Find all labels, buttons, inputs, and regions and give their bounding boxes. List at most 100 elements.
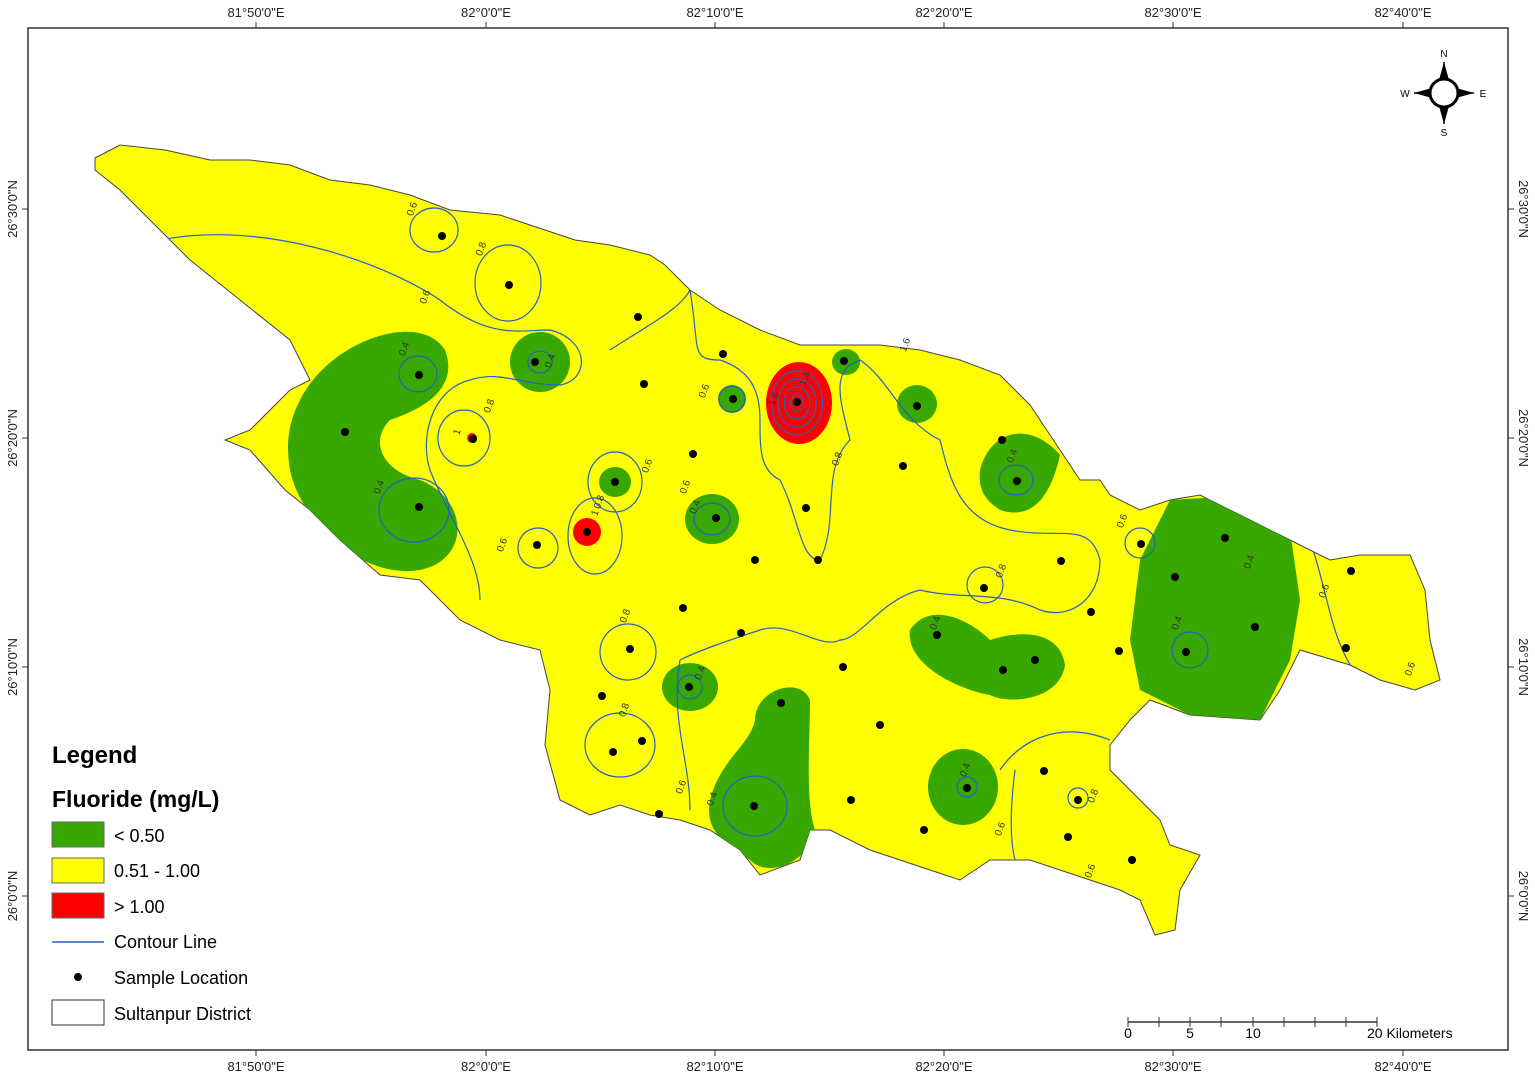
x-tick-label: 82°10'0"E [686, 1059, 743, 1074]
contour-label: 0.4 [928, 614, 943, 631]
zone-low [928, 749, 998, 825]
contour-label: 0.4 [693, 664, 708, 681]
contour-label: 0.8 [617, 701, 632, 718]
sample-point [899, 462, 907, 470]
contour-line [677, 674, 703, 700]
sample-point [840, 357, 848, 365]
zone-low [709, 687, 815, 869]
legend-label: > 1.00 [114, 897, 165, 917]
contour-line [676, 659, 691, 811]
sample-point [1347, 567, 1355, 575]
sample-point [679, 604, 687, 612]
sample-point [802, 504, 810, 512]
sample-point [876, 721, 884, 729]
contour-line [693, 502, 731, 536]
contour-label: 1 [452, 427, 464, 436]
scale-label: 20 Kilometers [1367, 1025, 1453, 1041]
zone-low [979, 433, 1060, 513]
contour-line [783, 386, 811, 420]
contour-label: 0.4 [397, 340, 412, 357]
contour-label: 0.4 [372, 478, 387, 495]
sample-point [751, 556, 759, 564]
sample-point [533, 541, 541, 549]
sample-point [814, 556, 822, 564]
contour-line [1171, 631, 1209, 669]
legend-label: Sultanpur District [114, 1004, 251, 1024]
contour-line [789, 394, 804, 412]
contour-label: 0.6 [697, 382, 712, 399]
zone-low [685, 494, 739, 544]
compass-w: W [1400, 89, 1410, 100]
sample-point [415, 503, 423, 511]
contour-line [777, 378, 817, 428]
contour-line [474, 244, 542, 322]
y-tick-label: 26°10'0"N [1516, 638, 1531, 696]
sample-point [963, 784, 971, 792]
contour-label: 0.8 [474, 240, 489, 257]
x-tick-label: 81°50'0"E [227, 5, 284, 20]
contour-line [998, 464, 1034, 496]
sample-point [839, 663, 847, 671]
contour-line [770, 370, 824, 436]
x-tick-label: 82°40'0"E [1374, 1059, 1431, 1074]
contour-label: 0.4 [705, 790, 720, 807]
contour-line [722, 775, 788, 837]
contour-line [718, 385, 746, 413]
contour-label: 0.8 [830, 450, 845, 467]
contour-label: 0.4 [1242, 553, 1257, 570]
contour-line [398, 355, 438, 393]
y-tick-label: 26°30'0"N [5, 180, 20, 238]
sample-point [689, 450, 697, 458]
contour-line [587, 451, 643, 513]
legend-swatch [51, 999, 105, 1026]
x-tick-label: 82°30'0"E [1144, 1059, 1201, 1074]
contour-label: 0.6 [674, 778, 689, 795]
sample-point [634, 313, 642, 321]
sample-point [712, 514, 720, 522]
x-tick-label: 82°20'0"E [915, 5, 972, 20]
y-tick-label: 26°20'0"N [1516, 409, 1531, 467]
sample-point [998, 436, 1006, 444]
y-tick-label: 26°10'0"N [5, 638, 20, 696]
legend-title: Legend [52, 742, 137, 769]
scale-label: 0 [1124, 1025, 1132, 1041]
sample-point [655, 810, 663, 818]
contour-line [956, 776, 978, 798]
contour-line [1067, 787, 1089, 809]
contour-label: 0.8 [1086, 787, 1101, 804]
contour-line [517, 527, 559, 569]
contour-label: 0.4 [958, 761, 973, 778]
y-tick-label: 26°20'0"N [5, 409, 20, 467]
x-tick-label: 82°40'0"E [1374, 5, 1431, 20]
sample-point [913, 402, 921, 410]
sample-point [1064, 833, 1072, 841]
contour-line [609, 288, 1101, 661]
legend-point [74, 973, 82, 981]
compass-ring [1428, 77, 1460, 109]
y-tick-label: 26°0'0"N [5, 871, 20, 922]
sample-point [438, 232, 446, 240]
legend-label: Contour Line [114, 932, 217, 952]
sample-point [1342, 644, 1350, 652]
sample-point [505, 281, 513, 289]
contour-label: 0.8 [618, 607, 633, 624]
sample-point [1057, 557, 1065, 565]
contour-line [159, 234, 582, 601]
contour-label: 0.6 [418, 288, 433, 305]
x-tick-label: 82°0'0"E [461, 1059, 511, 1074]
contour-line [437, 409, 491, 467]
contour-label: 0.6 [640, 457, 655, 474]
sample-point [777, 699, 785, 707]
sample-point [1137, 540, 1145, 548]
sample-point [1115, 647, 1123, 655]
contour-label: 0.6 [1317, 582, 1332, 599]
sample-point [611, 478, 619, 486]
contour-label: 0.6 [1115, 512, 1130, 529]
y-tick-label: 26°0'0"N [1516, 871, 1531, 922]
sample-point [469, 435, 477, 443]
x-tick-label: 81°50'0"E [227, 1059, 284, 1074]
sample-point [999, 666, 1007, 674]
contour-line [527, 350, 553, 374]
map-body: 0.60.80.60.40.40.810.40.60.810.60.60.60.… [94, 144, 1441, 936]
contour-line [567, 497, 623, 575]
